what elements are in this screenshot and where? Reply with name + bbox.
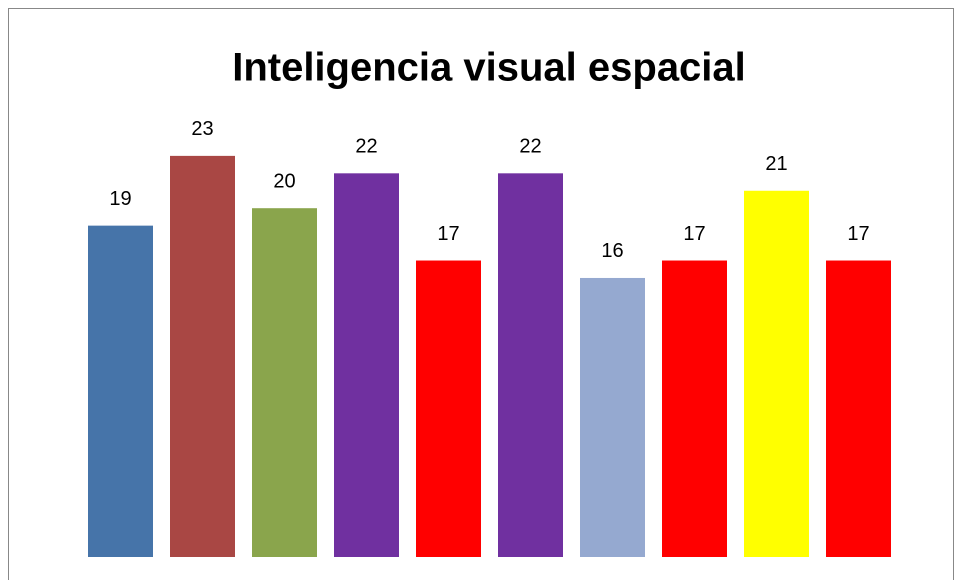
data-label: 20 (273, 170, 295, 192)
data-label: 17 (847, 223, 869, 245)
chart-title: Inteligencia visual espacial (232, 46, 746, 90)
bar (334, 173, 399, 557)
bar (252, 208, 317, 557)
data-label: 19 (109, 188, 131, 210)
data-label: 23 (191, 118, 213, 140)
data-label: 16 (601, 240, 623, 262)
data-label: 22 (519, 136, 541, 158)
bar (170, 155, 235, 557)
bar (498, 173, 563, 557)
data-label: 22 (355, 136, 377, 158)
data-label: 17 (437, 223, 459, 245)
data-label: 17 (683, 223, 705, 245)
bar (662, 260, 727, 557)
bar (580, 277, 645, 557)
bar (88, 225, 153, 557)
bar (416, 260, 481, 557)
bar (744, 190, 809, 557)
bar (826, 260, 891, 557)
data-label: 21 (765, 153, 787, 175)
